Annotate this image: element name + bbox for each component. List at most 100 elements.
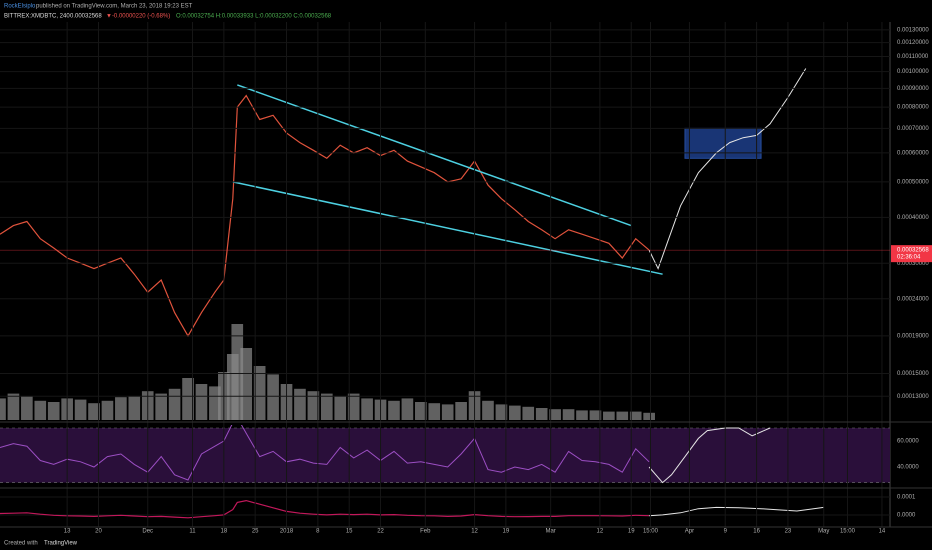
volume-bar: [21, 396, 33, 420]
x-tick-label: 15:00: [643, 529, 659, 535]
x-tick-label: 18: [220, 529, 227, 535]
change: ▼-0.00000220 (-0.68%): [106, 14, 170, 20]
volume-bar: [603, 411, 615, 420]
y-tick-label: 0.00120000: [897, 40, 929, 46]
x-tick-label: 8: [316, 529, 320, 535]
y-tick-label: 0.00130000: [897, 27, 929, 33]
volume-bar: [47, 402, 60, 420]
price-tag: 0.00032568: [897, 248, 929, 254]
x-tick-label: 23: [785, 529, 792, 535]
footer-brand: TradingView: [44, 541, 78, 547]
x-tick-label: 9: [724, 529, 728, 535]
x-tick-label: 11: [189, 529, 196, 535]
volume-bar: [428, 403, 441, 420]
target-zone: [684, 127, 762, 159]
symbol: BITTREX:XMDBTC, 240: [4, 14, 70, 20]
volume-bar: [307, 391, 320, 420]
y-tick-label: 0.00015000: [897, 371, 929, 377]
x-tick-label: 16: [753, 529, 760, 535]
y-tick-label: 0.00030000: [897, 261, 929, 267]
x-tick-label: 12: [597, 529, 604, 535]
volume-bar: [101, 400, 114, 420]
volume-bar: [88, 403, 100, 420]
y-tick-label: 0.00100000: [897, 69, 929, 75]
price-pane: [0, 68, 807, 420]
volume-bar: [231, 324, 244, 420]
y-tick-label: 0.00040000: [897, 215, 929, 221]
projection-line: [648, 68, 807, 270]
volume-bar: [415, 402, 427, 420]
x-tick-label: Apr: [685, 529, 694, 535]
ohlc: O:0.00032754 H:0.00033933 L:0.00032200 C…: [176, 14, 332, 20]
published: published on TradingView.com, March 23, …: [36, 4, 193, 10]
volume-bar: [334, 396, 347, 420]
x-tick-label: 19: [503, 529, 510, 535]
x-tick-label: 22: [377, 529, 384, 535]
rsi-pane: [0, 425, 890, 484]
price-tag-bg: [891, 245, 932, 263]
y-tick-label: 0.00110000: [897, 54, 929, 60]
rsi-tick-label: 60.0000: [897, 439, 919, 445]
x-tick-label: Dec: [142, 529, 153, 535]
volume-bar: [195, 384, 208, 420]
volume-bar: [253, 366, 266, 420]
x-tick-label: Mar: [545, 529, 555, 535]
x-tick-label: 25: [252, 529, 259, 535]
volume-bar: [616, 411, 629, 420]
volume-bar: [182, 378, 194, 420]
rsi-line: [0, 425, 650, 481]
volume-bar: [576, 410, 588, 420]
last-price: 0.00032568: [70, 14, 102, 20]
y-tick-label: 0.00090000: [897, 86, 929, 92]
x-tick-label: 19: [628, 529, 635, 535]
x-tick-label: 20: [95, 529, 102, 535]
x-tick-label: Feb: [420, 529, 431, 535]
x-tick-label: May: [818, 529, 829, 535]
volume-bar: [361, 398, 373, 420]
trendline: [237, 84, 632, 227]
volume-bar: [549, 409, 561, 420]
volume-bar: [0, 398, 6, 420]
price-line: [0, 94, 650, 338]
x-tick-label: 14: [879, 529, 886, 535]
y-tick-label: 0.00060000: [897, 150, 929, 156]
macd-tick-label: 0.0001: [897, 495, 916, 501]
volume-bar: [240, 348, 253, 420]
y-tick-label: 0.00019000: [897, 333, 929, 339]
volume-bar: [562, 409, 575, 420]
volume-bar: [320, 393, 333, 420]
macd-pane: [0, 496, 890, 519]
volume-bar: [441, 404, 454, 420]
volume-bar: [155, 393, 167, 420]
rsi-tick-label: 40.0000: [897, 465, 919, 471]
volume-bar: [34, 400, 47, 420]
volume-bar: [455, 402, 467, 420]
x-tick-label: 13: [64, 529, 71, 535]
volume-bar: [7, 393, 20, 420]
volume-bar: [209, 386, 221, 420]
footer-created: Created with: [4, 541, 38, 547]
volume-bar: [115, 397, 127, 420]
macd-line: [0, 499, 650, 519]
volume-bar: [509, 405, 521, 420]
x-tick-label: 12: [471, 529, 478, 535]
author: RockElsiplo: [4, 4, 36, 10]
volume-bar: [401, 398, 414, 420]
volume-bar: [168, 388, 181, 420]
x-tick-label: 2018: [280, 529, 294, 535]
y-tick-label: 0.00070000: [897, 126, 929, 132]
volume-bar: [294, 388, 306, 420]
volume-bar: [535, 408, 548, 420]
rsi-projection: [648, 427, 771, 484]
volume-bar: [589, 410, 602, 420]
volume-bar: [267, 374, 279, 420]
y-tick-label: 0.00013000: [897, 394, 929, 400]
volume-bar: [643, 412, 655, 420]
volume-bar: [388, 400, 400, 420]
volume-bar: [522, 406, 535, 420]
x-tick-label: 15: [346, 529, 353, 535]
y-tick-label: 0.00024000: [897, 296, 929, 302]
macd-tick-label: 0.0000: [897, 513, 916, 519]
trendline: [232, 181, 663, 275]
y-tick-label: 0.00050000: [897, 180, 929, 186]
